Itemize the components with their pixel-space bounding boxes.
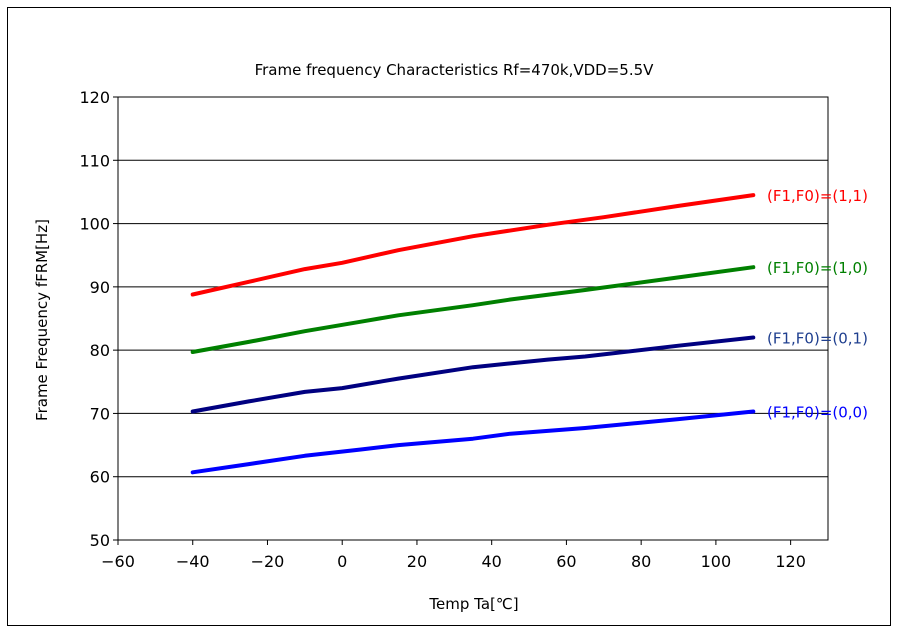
y-tick-label: 80 — [90, 341, 110, 360]
series-label: (F1,F0)=(1,0) — [767, 259, 868, 277]
y-axis-ticks: 50 60 70 80 90 100 110 120 — [79, 88, 118, 550]
series-lines — [190, 193, 756, 475]
series-label: (F1,F0)=(0,1) — [767, 329, 868, 347]
plot-area — [117, 96, 829, 541]
x-axis-label: Temp Ta[℃] — [428, 595, 518, 613]
x-tick-label: 100 — [701, 552, 732, 571]
y-tick-label: 100 — [79, 215, 110, 234]
y-tick-label: 70 — [90, 404, 110, 423]
series-line — [190, 409, 756, 475]
x-tick-label: −60 — [101, 552, 135, 571]
x-tick-label: 60 — [556, 552, 576, 571]
series-line — [190, 193, 756, 297]
series-label: (F1,F0)=(1,1) — [767, 187, 868, 205]
y-tick-label: 90 — [90, 278, 110, 297]
grid-lines — [118, 159, 828, 478]
x-tick-label: −40 — [176, 552, 210, 571]
series-labels: (F1,F0)=(1,1) (F1,F0)=(1,0) (F1,F0)=(0,1) (… — [767, 187, 868, 421]
x-tick-label: 20 — [407, 552, 427, 571]
x-tick-label: −20 — [251, 552, 285, 571]
y-axis-label: Frame Frequency fFRM[Hz] — [33, 219, 51, 421]
y-tick-label: 120 — [79, 88, 110, 107]
x-tick-label: 120 — [775, 552, 806, 571]
chart-frame — [7, 7, 891, 626]
series-label: (F1,F0)=(0,0) — [767, 404, 868, 422]
chart-title: Frame frequency Characteristics Rf=470k,… — [255, 61, 655, 79]
series-line — [190, 335, 756, 414]
y-tick-label: 110 — [79, 151, 110, 170]
x-axis-ticks: −60 −40 −20 0 20 40 60 80 100 120 — [101, 540, 806, 571]
y-tick-label: 60 — [90, 468, 110, 487]
x-tick-label: 0 — [337, 552, 347, 571]
x-tick-label: 80 — [631, 552, 651, 571]
series-line — [190, 265, 756, 354]
y-tick-label: 50 — [90, 531, 110, 550]
x-tick-label: 40 — [482, 552, 502, 571]
